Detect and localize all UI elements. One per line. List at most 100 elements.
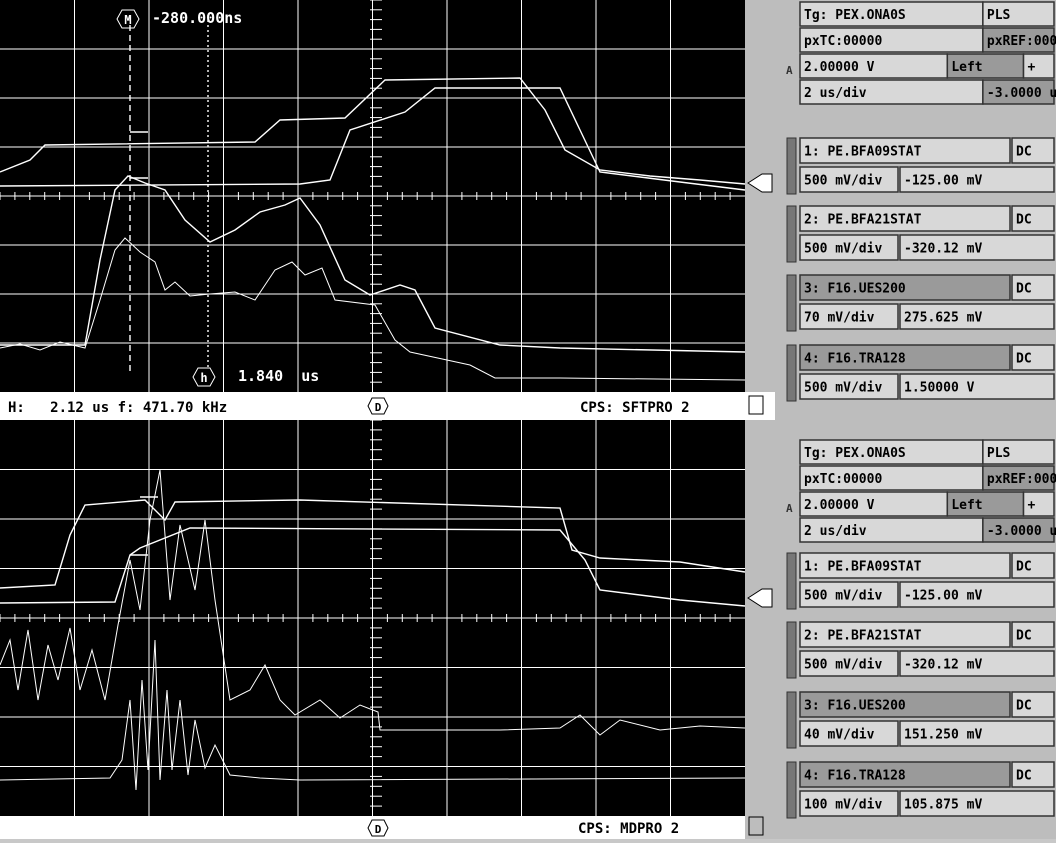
panel-cell-text: 275.625 mV	[904, 311, 982, 326]
cursor-h-label: h	[200, 371, 207, 385]
panel-cell[interactable]	[982, 1, 1055, 27]
panel-cell[interactable]	[899, 234, 1055, 261]
panel-cell[interactable]	[799, 303, 899, 330]
top-status-bar	[0, 392, 745, 420]
trigger-marker	[367, 819, 389, 837]
panel-cell[interactable]	[982, 79, 1055, 105]
trigger-marker-label: D	[375, 823, 382, 836]
panel-cell[interactable]	[982, 439, 1055, 465]
panel-cell[interactable]	[899, 720, 1055, 747]
panel-cell-text: pxREF:00000	[987, 34, 1056, 49]
panel-cell-text: 3: F16.UES200	[804, 282, 906, 297]
panel-cell[interactable]	[799, 691, 1011, 718]
panel-cell[interactable]	[799, 137, 1011, 164]
channel-strip[interactable]	[786, 274, 797, 332]
panel-cell-text: 4: F16.TRA128	[804, 352, 906, 367]
cursor-m-label: M	[124, 13, 131, 27]
panel-cell[interactable]	[899, 373, 1055, 400]
panel-cell[interactable]	[799, 621, 1011, 648]
trigger-marker-label: D	[375, 401, 382, 414]
panel-cell-text: DC	[1016, 282, 1032, 297]
panel-cell[interactable]	[799, 205, 1011, 232]
panel-cell-text: +	[1028, 498, 1036, 513]
panel-cell[interactable]	[1022, 53, 1055, 79]
bottom-waveforms	[0, 469, 746, 791]
panel-cell-text: Left	[951, 498, 982, 513]
panel-cell[interactable]	[799, 761, 1011, 788]
panel-cell[interactable]	[1011, 274, 1055, 301]
panel-cell[interactable]	[1022, 491, 1055, 517]
panel-cell[interactable]	[1011, 344, 1055, 371]
panel-cell[interactable]	[799, 650, 899, 677]
panel-cell-text: PLS	[987, 8, 1011, 23]
cursor-m-badge[interactable]	[116, 9, 140, 29]
panel-cell[interactable]	[799, 234, 899, 261]
panel-cell[interactable]	[982, 517, 1055, 543]
channel-strip[interactable]	[786, 552, 797, 610]
status-text: H: 2.12 us f: 471.70 kHz	[8, 400, 227, 416]
channel-strip[interactable]	[786, 691, 797, 749]
panel-cell-text: 2: PE.BFA21STAT	[804, 213, 922, 228]
panel-cell[interactable]	[799, 790, 899, 817]
panel-cell[interactable]	[799, 552, 1011, 579]
panel-cell-text: DC	[1016, 769, 1032, 784]
panel-cell-text: 500 mV/div	[804, 589, 882, 604]
panel-cell[interactable]	[982, 27, 1055, 53]
panel-cell[interactable]	[799, 166, 899, 193]
top-waveforms	[0, 15, 746, 381]
panel-cell-text: -320.12 mV	[904, 242, 982, 257]
panel-cell[interactable]	[899, 650, 1055, 677]
cursor-h-badge[interactable]	[192, 367, 216, 387]
panel-cell[interactable]	[799, 344, 1011, 371]
panel-cell[interactable]	[799, 27, 984, 53]
panel-cell-text: 2: PE.BFA21STAT	[804, 629, 922, 644]
panel-cell[interactable]	[1011, 691, 1055, 718]
panel-cell-text: 500 mV/div	[804, 658, 882, 673]
panel-cell[interactable]	[799, 274, 1011, 301]
trigger-marker	[367, 397, 389, 415]
panel-cell[interactable]	[799, 581, 899, 608]
waveform	[0, 237, 746, 381]
panel-cell-text: -320.12 mV	[904, 658, 982, 673]
panel-cell[interactable]	[946, 53, 1025, 79]
panel-cell[interactable]	[1011, 621, 1055, 648]
panel-cell[interactable]	[899, 166, 1055, 193]
panel-cell-text: +	[1028, 60, 1036, 75]
panel-cell[interactable]	[799, 720, 899, 747]
bottom-status-bar	[0, 816, 745, 839]
panel-cell-text: pxREF:00000	[987, 472, 1056, 487]
panel-cell[interactable]	[799, 1, 984, 27]
panel-cell[interactable]	[1011, 761, 1055, 788]
panel-cell[interactable]	[1011, 552, 1055, 579]
channel-pointer	[747, 588, 773, 608]
panel-cell[interactable]	[799, 373, 899, 400]
panel-cell-text: -125.00 mV	[904, 174, 982, 189]
panel-cell[interactable]	[799, 79, 984, 105]
panel-cell[interactable]	[982, 465, 1055, 491]
panel-cell-text: 151.250 mV	[904, 728, 982, 743]
panel-cell-text: 500 mV/div	[804, 381, 882, 396]
panel-cell-text: DC	[1016, 352, 1032, 367]
panel-cell-text: 1: PE.BFA09STAT	[804, 560, 922, 575]
panel-cell[interactable]	[1011, 205, 1055, 232]
bank-label: A	[786, 502, 793, 515]
panel-cell-text: -3.0000 us	[987, 86, 1056, 101]
panel-cell[interactable]	[899, 581, 1055, 608]
panel-cell-text: PLS	[987, 446, 1011, 461]
panel-cell[interactable]	[899, 790, 1055, 817]
panel-cell[interactable]	[899, 303, 1055, 330]
channel-strip[interactable]	[786, 205, 797, 263]
panel-cell[interactable]	[1011, 137, 1055, 164]
bank-label: A	[786, 64, 793, 77]
panel-cell-text: DC	[1016, 145, 1032, 160]
panel-cell-text: 40 mV/div	[804, 728, 875, 743]
channel-strip[interactable]	[786, 761, 797, 819]
panel-cell-text: 2.00000 V	[804, 60, 875, 75]
waveform	[0, 499, 746, 589]
corner-button[interactable]	[745, 392, 775, 420]
panel-cell-text: -3.0000 us	[987, 524, 1056, 539]
panel-cell[interactable]	[799, 491, 949, 517]
channel-strip[interactable]	[786, 344, 797, 402]
channel-strip[interactable]	[786, 137, 797, 195]
channel-strip[interactable]	[786, 621, 797, 679]
